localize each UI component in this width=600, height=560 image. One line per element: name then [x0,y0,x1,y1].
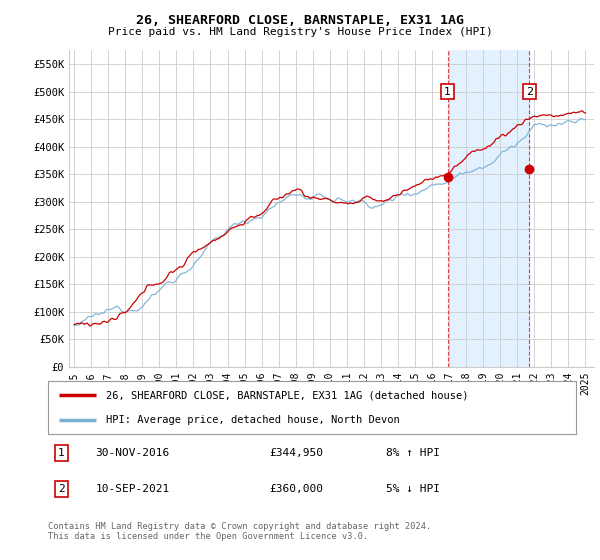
Text: 1: 1 [444,87,451,97]
Text: 2: 2 [58,484,65,494]
Text: 30-NOV-2016: 30-NOV-2016 [95,448,170,458]
Text: 1: 1 [58,448,65,458]
Text: 5% ↓ HPI: 5% ↓ HPI [386,484,440,494]
Text: Price paid vs. HM Land Registry's House Price Index (HPI): Price paid vs. HM Land Registry's House … [107,27,493,37]
Text: HPI: Average price, detached house, North Devon: HPI: Average price, detached house, Nort… [106,414,400,424]
Text: 2: 2 [526,87,533,97]
Text: 26, SHEARFORD CLOSE, BARNSTAPLE, EX31 1AG: 26, SHEARFORD CLOSE, BARNSTAPLE, EX31 1A… [136,14,464,27]
Text: £344,950: £344,950 [270,448,324,458]
Text: £360,000: £360,000 [270,484,324,494]
Text: 8% ↑ HPI: 8% ↑ HPI [386,448,440,458]
Text: 26, SHEARFORD CLOSE, BARNSTAPLE, EX31 1AG (detached house): 26, SHEARFORD CLOSE, BARNSTAPLE, EX31 1A… [106,390,469,400]
Text: Contains HM Land Registry data © Crown copyright and database right 2024.
This d: Contains HM Land Registry data © Crown c… [48,522,431,542]
Text: 10-SEP-2021: 10-SEP-2021 [95,484,170,494]
